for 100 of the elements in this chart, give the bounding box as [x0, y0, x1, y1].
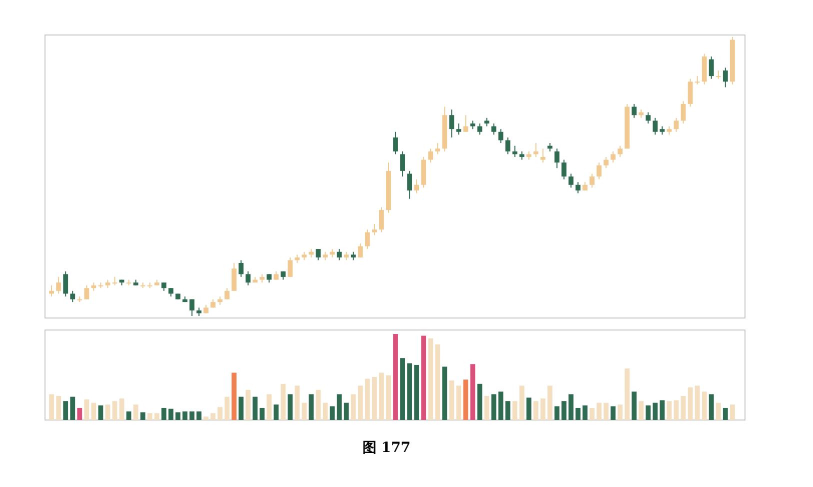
candlestick — [393, 131, 398, 155]
bar — [218, 407, 222, 420]
bar — [688, 387, 693, 420]
candlestick — [652, 117, 658, 136]
bar — [294, 386, 300, 420]
bar — [147, 413, 152, 420]
bar — [442, 366, 448, 420]
candlestick — [590, 173, 595, 188]
candlestick — [694, 76, 700, 85]
candlestick — [49, 284, 54, 297]
bar — [119, 398, 124, 420]
bar — [660, 400, 665, 420]
candlestick — [449, 109, 454, 138]
bar — [70, 396, 76, 420]
candlestick — [716, 70, 721, 80]
bar — [428, 338, 434, 420]
bar — [414, 364, 420, 420]
bar — [596, 402, 602, 420]
bar — [638, 401, 644, 420]
bar — [350, 394, 356, 420]
bar — [372, 377, 377, 420]
candlestick — [596, 162, 602, 180]
bar — [554, 406, 560, 420]
bar — [364, 378, 370, 420]
candlestick — [554, 148, 560, 169]
bar — [189, 411, 194, 420]
bar — [344, 402, 349, 420]
candlestick — [435, 142, 440, 155]
candlestick — [224, 288, 230, 300]
candlestick — [358, 242, 363, 258]
candlestick — [63, 270, 68, 297]
bar — [590, 408, 595, 420]
bar — [196, 411, 202, 420]
bar — [576, 408, 580, 420]
bar — [161, 408, 166, 420]
bar — [175, 412, 180, 420]
bar — [716, 402, 721, 420]
bar — [182, 411, 188, 420]
candlestick — [540, 148, 546, 164]
candlestick — [646, 112, 651, 124]
bar — [232, 372, 237, 420]
bar — [618, 404, 623, 420]
candlestick — [246, 270, 251, 286]
candlestick — [618, 145, 623, 158]
candlestick — [463, 114, 468, 132]
candlestick — [708, 56, 714, 80]
bar — [105, 404, 110, 420]
bar — [56, 396, 62, 420]
bar — [126, 411, 132, 420]
bar — [407, 363, 412, 420]
candlestick — [562, 159, 566, 180]
candlestick — [505, 136, 510, 155]
bar — [421, 336, 426, 420]
candlestick — [407, 170, 412, 200]
bar — [246, 390, 251, 420]
candlestick — [533, 142, 538, 158]
bar — [260, 408, 265, 420]
candlestick — [477, 122, 482, 136]
bar — [330, 406, 335, 420]
bar — [84, 399, 90, 420]
candlestick — [364, 229, 370, 250]
candlestick — [56, 276, 62, 294]
bar — [533, 401, 538, 420]
bar — [91, 402, 96, 420]
bar — [379, 372, 384, 420]
candlestick — [112, 276, 118, 286]
bar — [336, 394, 342, 420]
candlestick — [456, 122, 462, 136]
candlestick — [680, 100, 686, 124]
candlestick — [379, 206, 384, 233]
bar — [133, 404, 138, 420]
bar — [505, 401, 510, 420]
candlestick — [288, 256, 293, 278]
bar — [604, 402, 609, 420]
bar — [456, 386, 462, 420]
candlestick — [372, 223, 377, 236]
candlestick — [722, 67, 728, 88]
bar — [702, 392, 707, 420]
bar — [674, 400, 679, 420]
bar — [632, 392, 637, 420]
candlestick — [610, 150, 616, 164]
candlestick — [84, 284, 90, 300]
candlestick — [632, 103, 637, 118]
candlestick — [336, 248, 342, 261]
bar — [98, 405, 104, 420]
candlestick — [400, 150, 405, 177]
bar — [547, 386, 552, 420]
bar — [491, 394, 496, 420]
bar — [63, 401, 68, 420]
bar — [519, 386, 524, 420]
candlestick — [491, 122, 496, 136]
bar — [449, 380, 454, 420]
candlestick — [232, 262, 237, 292]
candlestick — [512, 145, 518, 158]
bar — [168, 408, 174, 420]
bar — [484, 396, 490, 420]
bar — [463, 380, 468, 420]
candlestick — [674, 117, 679, 132]
bar — [610, 406, 616, 420]
bar — [288, 394, 293, 420]
